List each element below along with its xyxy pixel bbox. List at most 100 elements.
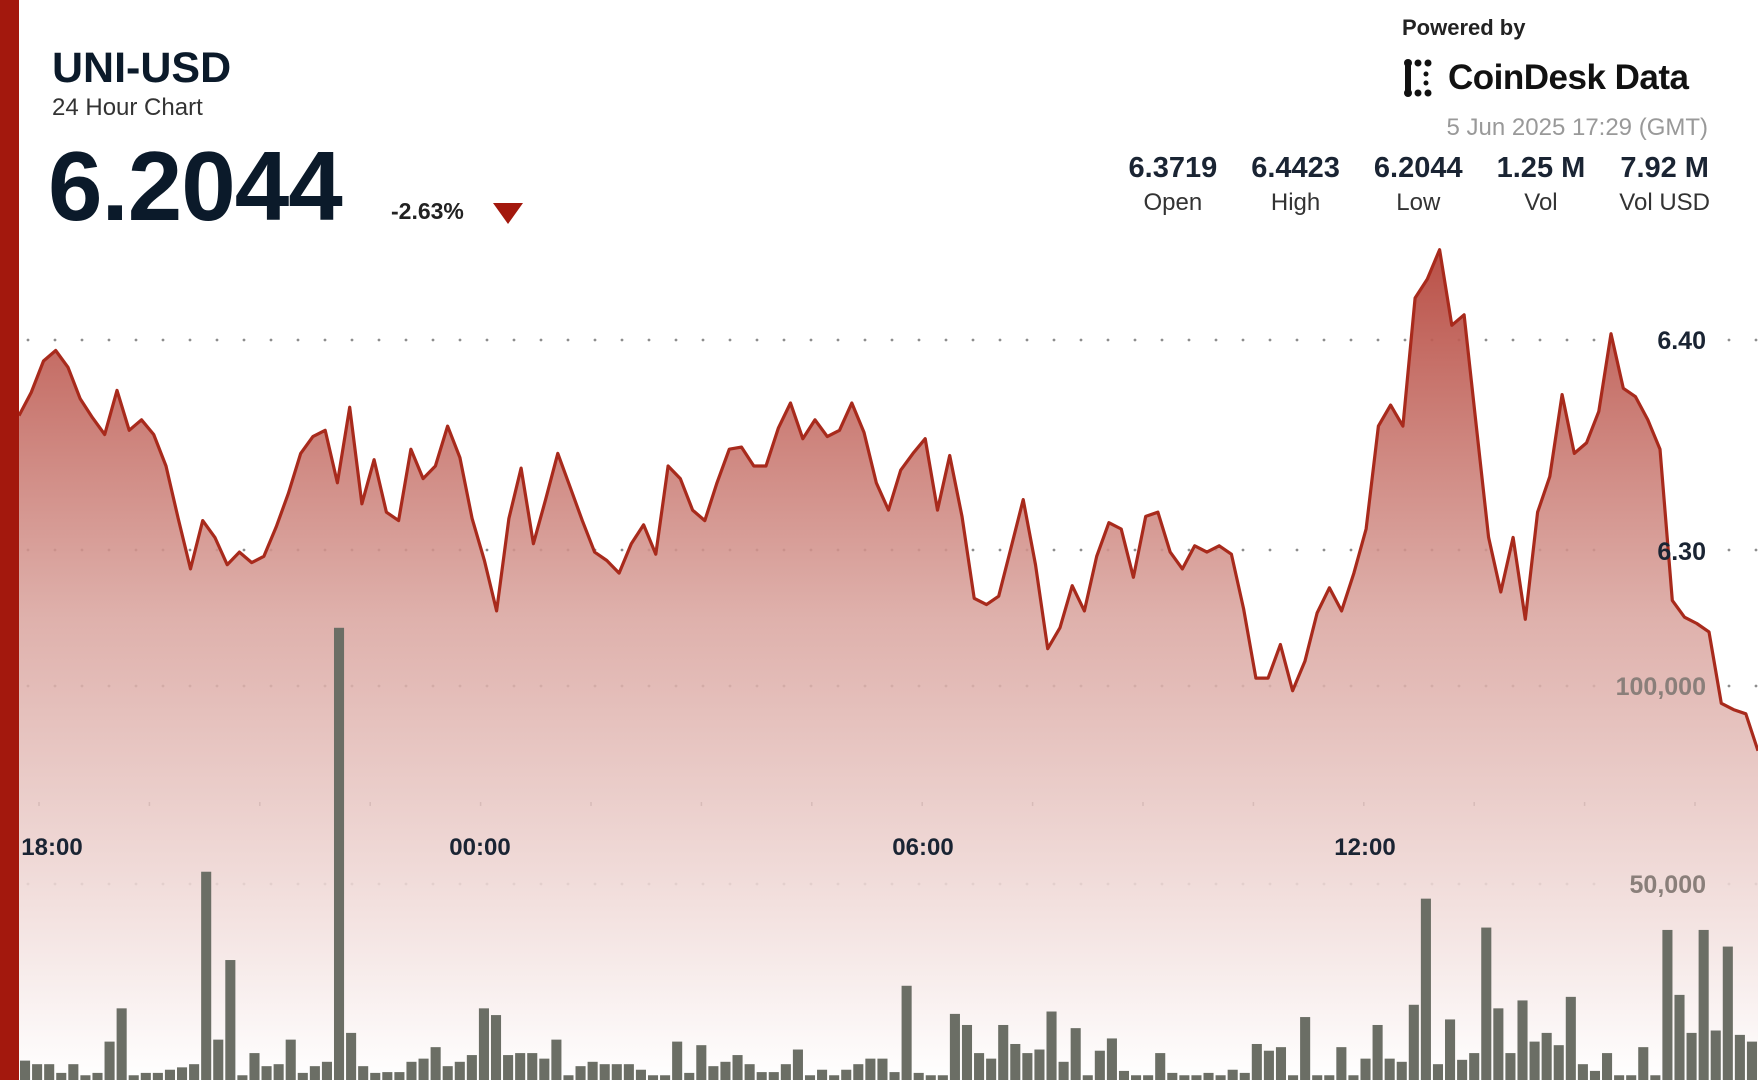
stats-panel: 6.3719 Open 6.4423 High 6.2044 Low 1.25 M Vo… [1095,152,1710,217]
volume-bar [829,1075,840,1080]
gridline-dot [269,338,273,342]
volume-bar [44,1064,55,1080]
volume-bar [1710,1030,1721,1080]
gridline-dot [1241,548,1245,552]
volume-bar [647,1075,659,1080]
volume-bar [865,1058,876,1080]
volume-bar [1408,1004,1419,1080]
volume-bar [1215,1075,1226,1080]
gridline-dot [593,338,597,342]
volume-bar [1481,927,1492,1080]
volume-bar [575,1066,586,1080]
gridline-dot [512,338,516,342]
volume-bar [1324,1075,1335,1080]
volume-bar [92,1072,103,1080]
volume-bar [1070,1028,1081,1080]
gridline-dot [1295,338,1299,342]
volume-bar [1239,1072,1250,1080]
stat-value: 7.92 M [1620,152,1709,184]
gridline-dot [1403,338,1407,342]
accent-bar [0,0,19,1080]
gridline-dot [836,338,840,342]
volume-bar [841,1069,852,1080]
volume-bar [454,1061,465,1080]
volume-bar [297,1072,308,1080]
volume-bar [237,1075,248,1080]
gridline-dot [998,548,1002,552]
gridline-dot [188,548,192,552]
volume-bar [1251,1043,1262,1080]
volume-tick-label: 50,000 [1630,871,1706,899]
gridline-dot [377,338,381,342]
volume-bar [1420,898,1431,1080]
y-tick-label: 6.30 [1657,538,1706,566]
coindesk-logo-icon [1404,59,1432,97]
price-line [17,248,1758,752]
gridline-dot [1592,338,1596,342]
volume-bar [1191,1075,1202,1080]
volume-bar [1179,1075,1190,1080]
stat-label: Open [1143,189,1203,216]
volume-bar [587,1061,598,1080]
volume-bar [1082,1075,1093,1080]
stat-value: 6.4423 [1251,152,1340,184]
volume-bar [961,1024,973,1080]
volume-bar [128,1075,139,1080]
volume-bar [901,985,912,1080]
volume-bar [539,1058,550,1080]
volume-bars [20,627,1757,1080]
x-tick-label: 18:00 [21,834,82,861]
gridline-dot [1241,338,1245,342]
gridline-dot [323,338,327,342]
gridline-dot [1538,338,1542,342]
gridline-dot [998,338,1002,342]
volume-bar [1746,1041,1757,1080]
volume-bar [490,1015,502,1080]
volume-bar [515,1053,526,1080]
gridline-dot [701,338,705,342]
brand-name: CoinDesk Data [1448,58,1689,97]
gridline-dot [782,338,786,342]
volume-bar [406,1061,417,1080]
volume-bar [1227,1069,1238,1080]
volume-bar [1541,1032,1552,1080]
volume-bar [1034,1049,1045,1080]
volume-bar [527,1053,538,1080]
volume-bar [635,1069,646,1080]
volume-bar [1602,1053,1613,1080]
gridline-dot [890,338,894,342]
volume-bar [1505,1053,1516,1080]
gridline-dot [620,548,624,552]
volume-bar [249,1053,260,1080]
volume-bar [1312,1075,1323,1080]
gridline-dot [1133,338,1137,342]
volume-bar [1094,1050,1105,1080]
volume-bar [1445,1019,1456,1080]
gridline-dot [1754,548,1758,552]
gridline-dot [188,338,192,342]
gridline-dot [1025,338,1029,342]
gridline-dot [566,338,570,342]
gridline-dot [161,338,165,342]
volume-bar [1517,1000,1528,1080]
gridline-dot [971,548,975,552]
volume-bar [503,1055,514,1080]
stat-value: 1.25 M [1496,152,1586,184]
gridline-dot [215,338,219,342]
gridline-dot [1079,548,1083,552]
volume-bar [261,1066,272,1080]
volume-bar [1686,1032,1697,1080]
volume-bar [925,1075,936,1080]
gridline-dot [1727,548,1731,552]
volume-bar [56,1072,67,1080]
triangle-down-icon [493,203,523,224]
volume-bar [1131,1075,1142,1080]
gridline-dot [971,338,975,342]
volume-bar [684,1072,695,1080]
volume-bar [225,960,236,1080]
gridline-dot [1511,338,1515,342]
gridline-dot [458,338,462,342]
stat-low: 6.2044 Low [1374,152,1463,217]
volume-bar [780,1064,791,1080]
powered-by: Powered by [1402,15,1526,40]
